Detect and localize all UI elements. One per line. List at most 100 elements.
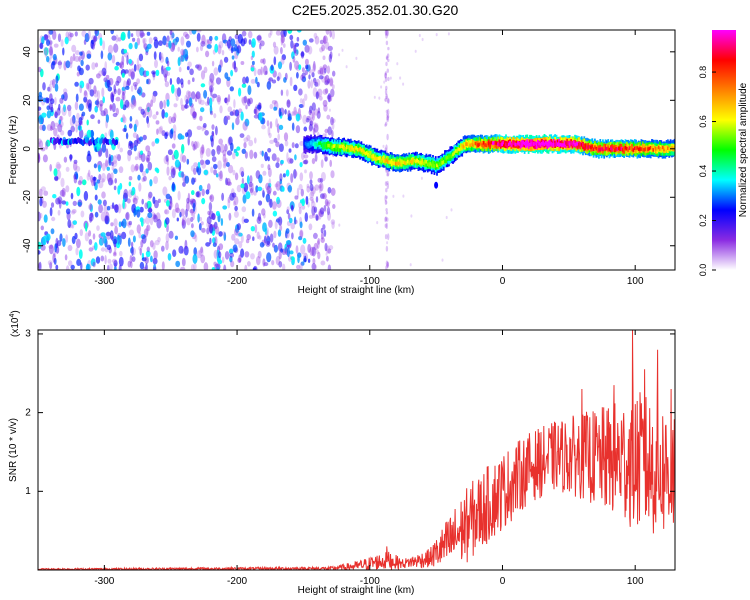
heatmap-cell bbox=[321, 44, 326, 52]
heatmap-cell bbox=[89, 204, 94, 212]
heatmap-cell bbox=[386, 262, 389, 267]
heatmap-cell bbox=[603, 145, 606, 150]
heatmap-cell bbox=[165, 217, 170, 225]
heatmap-cell bbox=[402, 194, 405, 198]
heatmap-cell bbox=[464, 142, 466, 146]
heatmap-cell bbox=[316, 110, 321, 119]
heatmap-cell bbox=[429, 162, 432, 166]
heatmap-cell bbox=[470, 139, 473, 147]
heatmap-cell bbox=[367, 152, 369, 157]
heatmap-cell bbox=[79, 51, 83, 56]
heatmap-cell bbox=[386, 114, 390, 119]
heatmap-cell bbox=[152, 257, 158, 265]
heatmap-cell bbox=[384, 30, 388, 36]
x-tick-label: 100 bbox=[627, 276, 644, 287]
heatmap-cell bbox=[219, 143, 225, 153]
heatmap-cell bbox=[233, 210, 239, 218]
heatmap-cell bbox=[127, 152, 131, 162]
heatmap-cell bbox=[115, 107, 120, 115]
heatmap-cell bbox=[269, 121, 273, 129]
heatmap-cell bbox=[109, 103, 113, 110]
heatmap-cell bbox=[174, 159, 180, 168]
heatmap-cell bbox=[76, 112, 80, 120]
heatmap-cell bbox=[285, 240, 291, 245]
heatmap-cells bbox=[38, 30, 675, 270]
heatmap-cell bbox=[101, 191, 106, 199]
heatmap-cell bbox=[212, 93, 218, 99]
heatmap-cell bbox=[192, 111, 197, 116]
heatmap-cell bbox=[276, 199, 282, 208]
heatmap-cell bbox=[54, 97, 57, 106]
heatmap-cell bbox=[111, 258, 118, 264]
heatmap-cell bbox=[238, 108, 243, 113]
heatmap-cell bbox=[106, 172, 112, 182]
heatmap-cell bbox=[258, 112, 263, 121]
heatmap-cell bbox=[58, 119, 62, 125]
heatmap-cell bbox=[310, 79, 314, 89]
heatmap-cell bbox=[301, 152, 305, 161]
heatmap-cell bbox=[45, 141, 49, 150]
heatmap-cell bbox=[152, 242, 156, 250]
heatmap-cell bbox=[101, 237, 105, 245]
heatmap-cell bbox=[173, 112, 177, 122]
heatmap-cell bbox=[213, 113, 217, 119]
heatmap-cell bbox=[503, 141, 506, 145]
heatmap-cell bbox=[230, 142, 234, 152]
heatmap-cell bbox=[171, 42, 175, 51]
heatmap-cell bbox=[607, 146, 610, 151]
heatmap-cell bbox=[75, 124, 78, 133]
heatmap-cell bbox=[401, 160, 404, 164]
heatmap-cell bbox=[303, 154, 309, 159]
heatmap-cell bbox=[90, 114, 95, 120]
heatmap-cell bbox=[105, 148, 109, 159]
heatmap-cell bbox=[320, 232, 324, 240]
heatmap-cell bbox=[355, 56, 358, 61]
heatmap-cell bbox=[144, 256, 149, 265]
heatmap-cell bbox=[136, 37, 141, 46]
heatmap-cell bbox=[49, 40, 53, 45]
heatmap-cell bbox=[217, 259, 223, 265]
heatmap-cell bbox=[241, 206, 247, 213]
heatmap-cell bbox=[198, 95, 202, 105]
heatmap-cell bbox=[123, 49, 128, 54]
heatmap-cell bbox=[189, 68, 194, 76]
heatmap-cell bbox=[497, 142, 499, 147]
heatmap-cell bbox=[181, 219, 186, 229]
heatmap-cell bbox=[499, 143, 502, 147]
heatmap-cell bbox=[408, 161, 411, 165]
heatmap-cell bbox=[531, 142, 534, 146]
heatmap-cell bbox=[115, 80, 120, 86]
heatmap-cell bbox=[207, 183, 211, 191]
heatmap-cell bbox=[178, 245, 184, 254]
heatmap-cell bbox=[268, 132, 272, 139]
heatmap-cell bbox=[95, 256, 101, 264]
heatmap-cell bbox=[63, 91, 68, 102]
heatmap-cell bbox=[414, 49, 417, 53]
heatmap-cell bbox=[140, 32, 146, 37]
heatmap-cell bbox=[78, 175, 83, 184]
heatmap-cell bbox=[296, 72, 299, 79]
heatmap-cell bbox=[368, 154, 371, 158]
heatmap-cell bbox=[293, 84, 298, 92]
heatmap-cell bbox=[275, 118, 278, 128]
heatmap-cell bbox=[584, 144, 587, 148]
heatmap-cell bbox=[318, 185, 322, 194]
heatmap-cell bbox=[41, 124, 46, 132]
heatmap-cell bbox=[389, 76, 392, 80]
heatmap-cell bbox=[129, 115, 133, 122]
heatmap-cell bbox=[55, 161, 61, 172]
heatmap-cell bbox=[248, 139, 254, 147]
heatmap-cell bbox=[538, 141, 541, 146]
heatmap-cell bbox=[64, 254, 68, 261]
heatmap-cell bbox=[74, 81, 79, 87]
heatmap-cell bbox=[320, 260, 326, 266]
heatmap-cell bbox=[209, 194, 215, 203]
heatmap-cell bbox=[42, 235, 47, 246]
heatmap-cell bbox=[78, 55, 81, 62]
heatmap-cell bbox=[329, 78, 334, 86]
heatmap-cell bbox=[111, 165, 115, 171]
heatmap-cell bbox=[576, 142, 579, 150]
heatmap-cell bbox=[40, 225, 44, 231]
heatmap-cell bbox=[266, 81, 272, 90]
heatmap-cell bbox=[314, 184, 320, 191]
